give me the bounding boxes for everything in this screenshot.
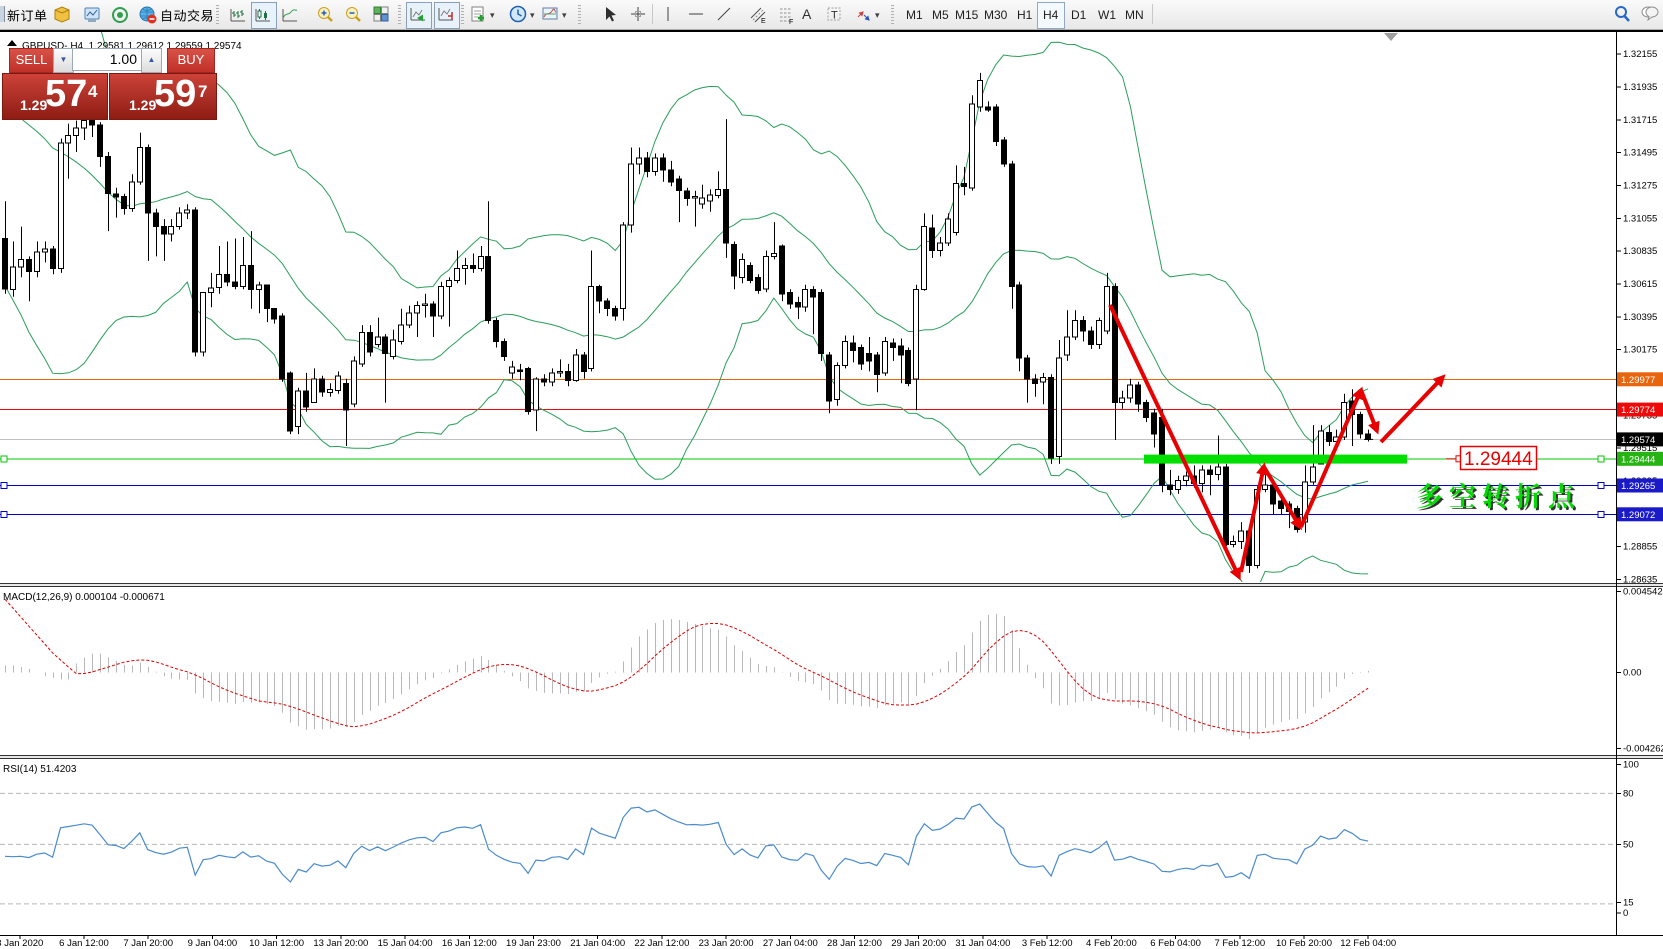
svg-text:50: 50 — [1623, 839, 1634, 850]
svg-text:1.29977: 1.29977 — [1621, 375, 1655, 386]
svg-text:-0.004262: -0.004262 — [1623, 744, 1663, 755]
svg-text:1.31495: 1.31495 — [1623, 148, 1657, 159]
svg-text:1.29574: 1.29574 — [1621, 435, 1655, 446]
svg-text:27 Jan 04:00: 27 Jan 04:00 — [763, 938, 818, 949]
svg-text:23 Jan 20:00: 23 Jan 20:00 — [699, 938, 754, 949]
svg-text:22 Jan 12:00: 22 Jan 12:00 — [634, 938, 689, 949]
svg-text:1.30615: 1.30615 — [1623, 279, 1657, 290]
svg-text:1.30395: 1.30395 — [1623, 312, 1657, 323]
svg-text:1.29444: 1.29444 — [1621, 454, 1655, 465]
svg-text:0.00: 0.00 — [1623, 668, 1642, 679]
svg-text:21 Jan 04:00: 21 Jan 04:00 — [570, 938, 625, 949]
svg-text:1.29774: 1.29774 — [1621, 405, 1655, 416]
svg-text:7 Feb 12:00: 7 Feb 12:00 — [1214, 938, 1265, 949]
svg-text:E: E — [761, 18, 766, 25]
svg-text:T: T — [831, 10, 838, 22]
svg-text:0: 0 — [1623, 908, 1628, 919]
svg-text:10 Jan 12:00: 10 Jan 12:00 — [249, 938, 304, 949]
svg-text:7 Jan 20:00: 7 Jan 20:00 — [123, 938, 173, 949]
svg-text:RSI(14) 51.4203: RSI(14) 51.4203 — [3, 764, 77, 775]
svg-text:29 Jan 20:00: 29 Jan 20:00 — [891, 938, 946, 949]
svg-text:GBPUSD-,H4 1.29581 1.29612 1.: GBPUSD-,H4 1.29581 1.29612 1.29559 1.295… — [22, 41, 242, 52]
svg-text:3 Jan 2020: 3 Jan 2020 — [0, 938, 43, 949]
svg-text:1.28855: 1.28855 — [1623, 542, 1657, 553]
svg-text:10 Feb 20:00: 10 Feb 20:00 — [1276, 938, 1332, 949]
svg-text:1.31275: 1.31275 — [1623, 181, 1657, 192]
svg-text:80: 80 — [1623, 788, 1634, 799]
svg-text:31 Jan 04:00: 31 Jan 04:00 — [955, 938, 1010, 949]
svg-text:6 Feb 04:00: 6 Feb 04:00 — [1150, 938, 1201, 949]
svg-text:100: 100 — [1623, 760, 1639, 771]
svg-text:1.29265: 1.29265 — [1621, 481, 1655, 492]
svg-text:19 Jan 23:00: 19 Jan 23:00 — [506, 938, 561, 949]
svg-text:3 Feb 12:00: 3 Feb 12:00 — [1022, 938, 1073, 949]
svg-text:1.31715: 1.31715 — [1623, 115, 1657, 126]
svg-text:13 Jan 20:00: 13 Jan 20:00 — [313, 938, 368, 949]
svg-text:1.31055: 1.31055 — [1623, 213, 1657, 224]
svg-text:6 Jan 12:00: 6 Jan 12:00 — [59, 938, 109, 949]
svg-text:MACD(12,26,9) 0.000104 -0.0006: MACD(12,26,9) 0.000104 -0.000671 — [3, 592, 165, 603]
svg-text:28 Jan 12:00: 28 Jan 12:00 — [827, 938, 882, 949]
svg-text:1.28635: 1.28635 — [1623, 575, 1657, 586]
svg-text:F: F — [789, 19, 793, 26]
svg-text:15 Jan 04:00: 15 Jan 04:00 — [378, 938, 433, 949]
svg-text:0.004542: 0.004542 — [1623, 586, 1663, 597]
svg-text:1.30835: 1.30835 — [1623, 246, 1657, 257]
svg-text:1.29515: 1.29515 — [1623, 443, 1657, 454]
svg-text:16 Jan 12:00: 16 Jan 12:00 — [442, 938, 497, 949]
svg-text:1.31935: 1.31935 — [1623, 82, 1657, 93]
svg-text:15: 15 — [1623, 898, 1634, 909]
svg-text:1.32155: 1.32155 — [1623, 49, 1657, 60]
svg-text:12 Feb 04:00: 12 Feb 04:00 — [1340, 938, 1396, 949]
svg-text:4 Feb 20:00: 4 Feb 20:00 — [1086, 938, 1137, 949]
svg-text:1.29444: 1.29444 — [1464, 449, 1533, 470]
svg-text:9 Jan 04:00: 9 Jan 04:00 — [188, 938, 238, 949]
svg-text:1.30175: 1.30175 — [1623, 345, 1657, 356]
svg-text:1.29072: 1.29072 — [1621, 510, 1655, 521]
